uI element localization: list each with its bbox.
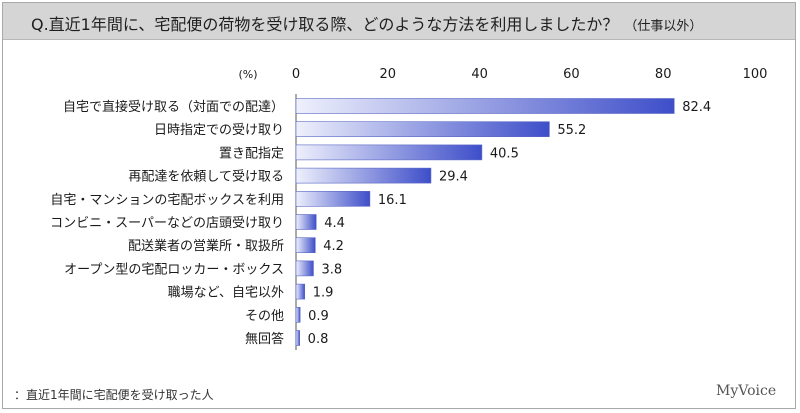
- x-tick-label: 20: [380, 67, 397, 82]
- x-tick-label: 40: [471, 67, 488, 82]
- category-label: 置き配指定: [219, 146, 284, 161]
- bar: [295, 121, 550, 137]
- data-label: 40.5: [490, 146, 519, 161]
- bar: [295, 237, 316, 253]
- bar: [295, 306, 301, 323]
- category-label: 再配達を依頼して受け取る: [128, 170, 284, 185]
- data-label: 0.8: [308, 332, 329, 347]
- bar: [295, 167, 432, 184]
- chart-title-note: （仕事以外）: [624, 19, 703, 34]
- data-label: 82.4: [682, 100, 711, 115]
- category-label: 配送業者の営業所・取扱所: [128, 238, 284, 254]
- category-label: 自宅・マンションの宅配ボックスを利用: [50, 193, 284, 208]
- x-tick-label: 0: [292, 67, 300, 82]
- x-tick-label: 60: [563, 67, 580, 82]
- data-label: 1.9: [313, 286, 334, 301]
- brand-logo: MyVoice: [716, 383, 777, 399]
- title-bar: Q.直近1年間に、宅配便の荷物を受け取る際、どのような方法を利用しましたか？ （仕…: [3, 3, 795, 40]
- category-label: オープン型の宅配ロッカー・ボックス: [64, 262, 284, 277]
- category-label: 日時指定での受け取り: [154, 123, 284, 138]
- category-label: 自宅で直接受け取る（対面での配達）: [63, 99, 284, 115]
- bar: [295, 214, 317, 230]
- bar: [295, 98, 675, 114]
- chart-title-text: Q.直近1年間に、宅配便の荷物を受け取る際、どのような方法を利用しましたか？: [31, 15, 619, 34]
- category-label: 無回答: [245, 331, 284, 347]
- bar: [295, 260, 314, 277]
- x-tick-label: 80: [655, 67, 672, 82]
- data-label: 29.4: [439, 170, 468, 185]
- footer-note: ：直近1年間に宅配便を受け取った人: [14, 388, 214, 402]
- data-label: 16.1: [378, 193, 407, 208]
- category-label: その他: [245, 309, 284, 324]
- axis-unit-label: (%): [238, 68, 257, 81]
- bar: [295, 283, 306, 300]
- chart-frame: Q.直近1年間に、宅配便の荷物を受け取る際、どのような方法を利用しましたか？ （仕…: [2, 2, 796, 409]
- bar: [295, 330, 300, 346]
- bar: [295, 191, 371, 207]
- data-label: 4.4: [324, 216, 345, 231]
- data-label: 3.8: [321, 262, 342, 277]
- chart-title: Q.直近1年間に、宅配便の荷物を受け取る際、どのような方法を利用しましたか？ （仕…: [31, 11, 702, 35]
- bar: [295, 144, 483, 161]
- data-label: 0.9: [308, 309, 329, 324]
- data-label: 55.2: [557, 123, 586, 138]
- category-label: コンビニ・スーパーなどの店頭受け取り: [50, 216, 284, 231]
- category-label: 職場など、自宅以外: [168, 286, 284, 301]
- x-tick-label: 100: [743, 67, 768, 82]
- data-label: 4.2: [323, 239, 344, 254]
